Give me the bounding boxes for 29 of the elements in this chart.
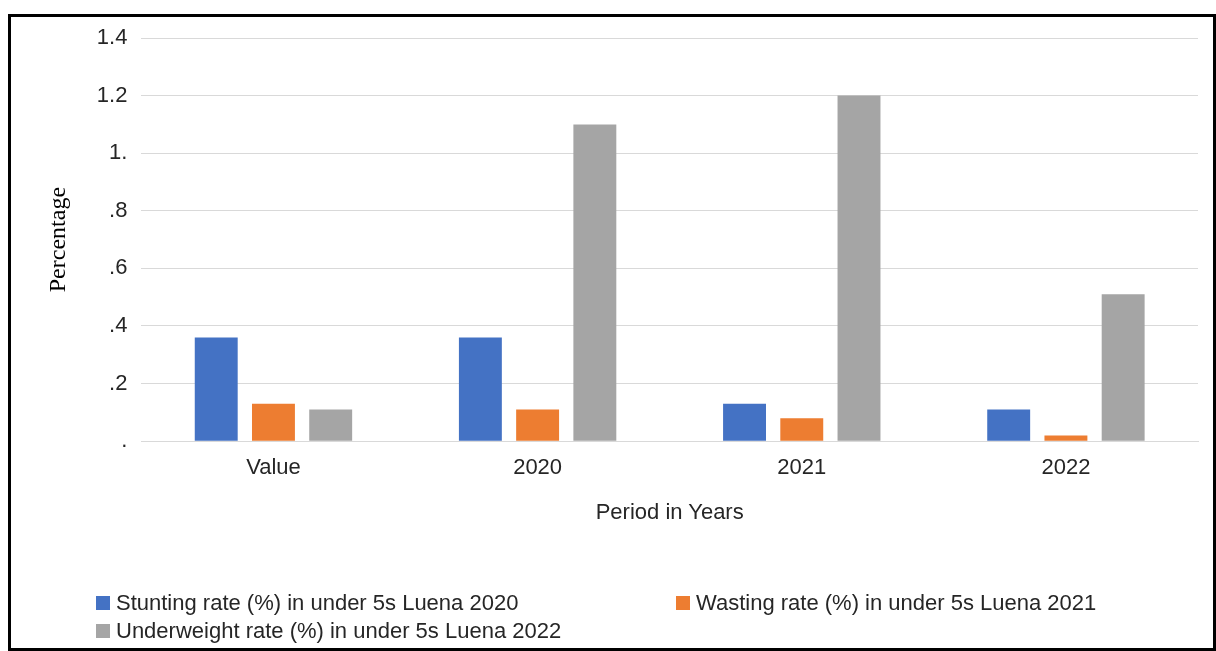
- y-tick-label: 1.: [109, 139, 128, 165]
- y-tick-label: 1.2: [96, 81, 128, 107]
- bar: [516, 409, 560, 441]
- bar: [837, 95, 881, 441]
- bar: [1044, 435, 1088, 441]
- y-tick-label: .2: [109, 369, 128, 395]
- x-tick-label: Value: [246, 454, 301, 480]
- bar: [987, 409, 1031, 441]
- bar: [194, 337, 238, 441]
- legend-label: Wasting rate (%) in under 5s Luena 2021: [696, 590, 1097, 616]
- y-tick-label: .8: [109, 196, 128, 222]
- bar: [780, 418, 824, 441]
- bar: [309, 409, 353, 441]
- y-tick-label: .: [121, 427, 128, 453]
- bar: [723, 403, 766, 441]
- y-axis-title: Percentage: [43, 186, 70, 293]
- x-tick-label: 2020: [513, 454, 563, 480]
- x-axis-title: Period in Years: [595, 498, 744, 524]
- y-tick-label: .4: [109, 312, 128, 338]
- bar: [573, 124, 617, 441]
- y-tick-label: .6: [109, 254, 128, 280]
- y-tick-label: 1.4: [96, 24, 128, 50]
- bar: [458, 337, 502, 441]
- x-tick-label: 2021: [777, 454, 827, 480]
- legend-label: Stunting rate (%) in under 5s Luena 2020: [116, 590, 519, 616]
- bar: [252, 403, 295, 441]
- legend-label: Underweight rate (%) in under 5s Luena 2022: [116, 618, 562, 644]
- x-tick-label: 2022: [1041, 454, 1091, 480]
- bar: [1101, 294, 1145, 441]
